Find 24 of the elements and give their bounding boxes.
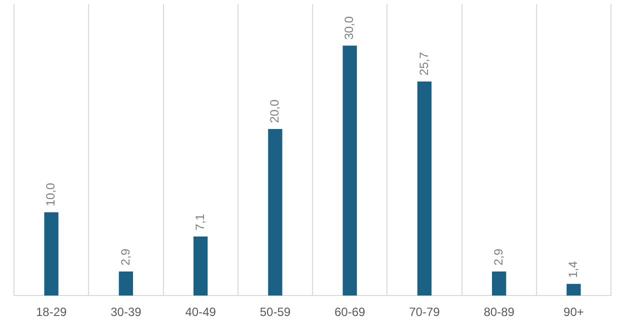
bar xyxy=(118,271,134,296)
data-label: 30,0 xyxy=(342,16,356,40)
x-tick-label: 90+ xyxy=(564,305,584,320)
bar xyxy=(342,46,357,296)
x-tick-label: 18-29 xyxy=(36,305,67,320)
x-tick-label: 60-69 xyxy=(334,305,366,320)
bar xyxy=(566,284,581,296)
bar xyxy=(193,236,208,296)
bar xyxy=(417,81,432,296)
bar xyxy=(268,128,282,296)
bar xyxy=(44,212,58,296)
x-tick-label: 50-59 xyxy=(260,305,291,320)
data-label: 25,7 xyxy=(416,52,431,76)
data-label: 20,0 xyxy=(268,99,282,123)
x-tick-label: 40-49 xyxy=(185,305,216,320)
data-label: 2,9 xyxy=(118,248,132,266)
x-tick-label: 30-39 xyxy=(110,305,142,320)
x-tick-label: 80-89 xyxy=(484,305,515,320)
data-label: 10,0 xyxy=(44,182,58,206)
data-label: 7,1 xyxy=(192,213,207,230)
data-label: 1,4 xyxy=(566,260,580,278)
x-tick-label: 70-79 xyxy=(409,305,440,320)
data-label: 2,9 xyxy=(491,248,506,266)
bar xyxy=(492,271,506,296)
